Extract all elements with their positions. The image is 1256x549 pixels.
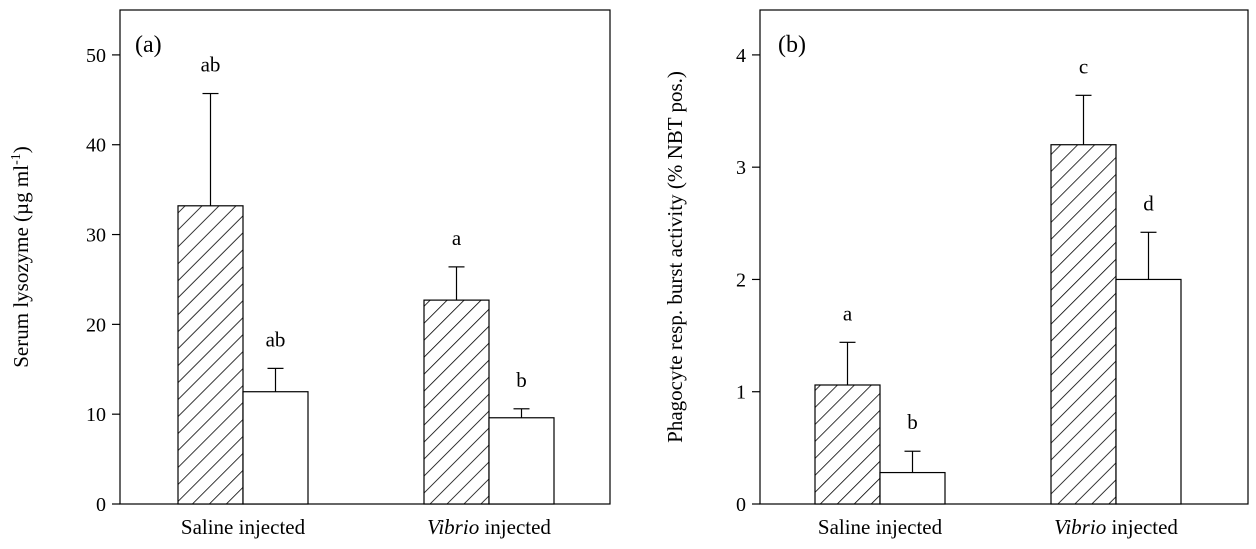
panel-label: (a) [135,32,162,58]
bar [879,471,946,505]
bar [423,299,490,505]
chart-panel-b: 0 1 2 3 4 Phagocyte resp. burst activity (% N… [663,9,1249,539]
plot-frame [119,9,611,505]
significance-letter: a [452,226,462,250]
y-tick-label: 1 [736,382,746,404]
significance-letter: b [516,368,527,392]
y-axis-label: Serum lysozyme (µg ml-1) [9,146,33,368]
significance-letter: a [843,301,853,325]
category-label: Vibrio injected [427,515,551,539]
significance-letter: b [907,410,918,434]
y-tick-label: 50 [86,45,106,67]
y-tick-label: 4 [736,45,746,67]
y-tick-label: 30 [86,225,106,247]
y-tick-label: 10 [86,404,106,426]
y-tick-label: 2 [736,269,746,291]
y-tick-label: 40 [86,135,106,157]
significance-letter: ab [266,327,286,351]
category-label: Vibrio injected [1054,515,1178,539]
significance-letter: c [1079,54,1088,78]
panel-label: (b) [778,32,806,58]
y-tick-label: 0 [736,494,746,516]
y-tick-label: 20 [86,314,106,336]
bar [1115,278,1182,505]
bar [488,417,555,505]
bar [814,384,881,505]
y-tick-label: 3 [736,157,746,179]
y-tick-label: 0 [96,494,106,516]
bar [242,391,309,505]
significance-letter: ab [201,53,221,77]
plot-frame [759,9,1249,505]
y-axis-label: Phagocyte resp. burst activity (% NBT po… [663,71,687,443]
significance-letter: d [1143,191,1154,215]
category-label: Saline injected [818,515,943,539]
bar [1050,144,1117,505]
bar [177,205,244,505]
category-label: Saline injected [181,515,306,539]
